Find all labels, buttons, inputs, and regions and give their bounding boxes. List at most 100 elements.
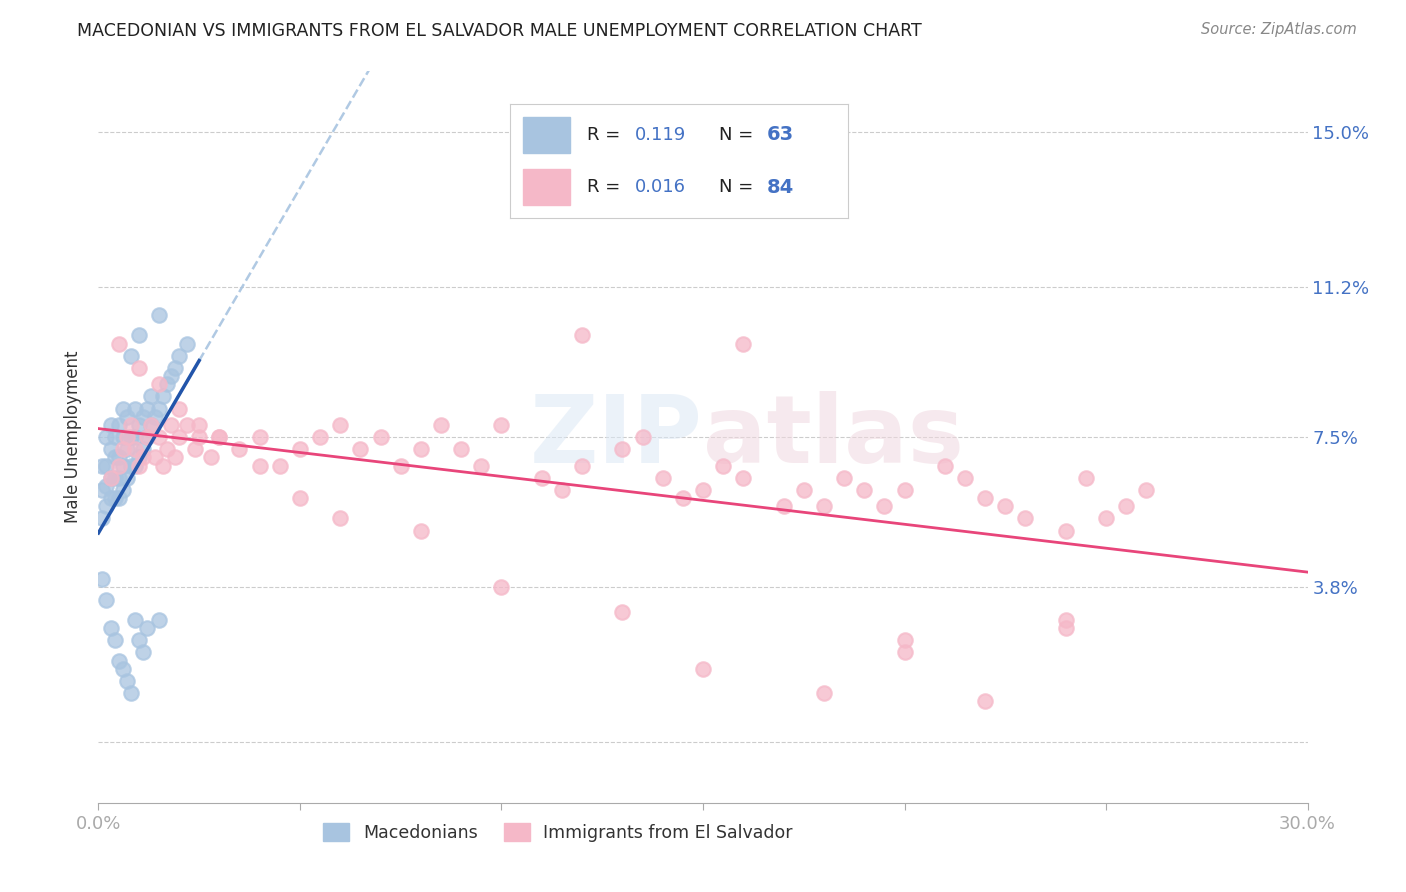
Point (156, 442, 179, 457)
Point (103, 430, 125, 444)
Point (91, 458, 114, 473)
Point (288, 491, 311, 505)
Point (124, 401, 146, 416)
Point (107, 417, 129, 432)
Point (96, 458, 118, 473)
Point (491, 417, 513, 432)
Point (430, 417, 453, 432)
Point (176, 417, 198, 432)
Point (135, 430, 157, 444)
Point (1095, 511, 1118, 525)
Point (571, 458, 593, 473)
Y-axis label: Male Unemployment: Male Unemployment (65, 351, 83, 524)
Point (96, 430, 118, 444)
Point (96, 592, 118, 607)
Point (128, 328, 150, 343)
Point (120, 349, 142, 363)
Point (111, 662, 134, 676)
Point (128, 458, 150, 473)
Point (672, 491, 695, 505)
Point (873, 499, 896, 513)
Point (176, 336, 198, 351)
Point (309, 430, 332, 444)
Point (200, 450, 222, 465)
Point (143, 450, 166, 465)
Text: MACEDONIAN VS IMMIGRANTS FROM EL SALVADOR MALE UNEMPLOYMENT CORRELATION CHART: MACEDONIAN VS IMMIGRANTS FROM EL SALVADO… (77, 22, 922, 40)
Point (124, 613, 146, 627)
Point (163, 450, 186, 465)
Point (139, 389, 162, 403)
Point (107, 450, 129, 465)
Point (100, 621, 122, 635)
Point (329, 511, 352, 525)
Point (163, 361, 186, 376)
Point (692, 662, 714, 676)
Point (1054, 613, 1077, 627)
Point (128, 417, 150, 432)
Point (128, 361, 150, 376)
Point (100, 442, 122, 457)
Point (409, 524, 432, 538)
Point (893, 633, 915, 648)
Point (974, 694, 997, 708)
Point (96, 499, 118, 513)
Point (111, 458, 134, 473)
Point (103, 491, 125, 505)
Point (793, 483, 815, 497)
Point (208, 430, 231, 444)
Point (1014, 511, 1036, 525)
Point (370, 430, 392, 444)
Point (120, 458, 142, 473)
Point (167, 401, 190, 416)
Point (733, 336, 755, 351)
Point (91, 511, 114, 525)
Point (409, 442, 432, 457)
Point (994, 499, 1017, 513)
Point (111, 401, 134, 416)
Point (115, 673, 138, 688)
Point (100, 471, 122, 485)
Point (269, 458, 291, 473)
Point (249, 430, 271, 444)
Point (96, 479, 118, 493)
Point (1135, 483, 1157, 497)
Point (135, 430, 157, 444)
Point (208, 430, 231, 444)
Point (148, 377, 170, 392)
Point (853, 483, 876, 497)
Point (103, 471, 125, 485)
Point (612, 442, 634, 457)
Point (115, 409, 138, 424)
Point (249, 458, 271, 473)
Point (143, 409, 166, 424)
Point (711, 458, 734, 473)
Point (631, 430, 654, 444)
Point (974, 491, 997, 505)
Point (124, 458, 146, 473)
Point (148, 430, 170, 444)
Point (120, 430, 142, 444)
Point (160, 369, 183, 384)
Point (651, 471, 673, 485)
Point (389, 458, 412, 473)
Point (893, 645, 915, 659)
Point (111, 430, 134, 444)
Point (111, 483, 134, 497)
Point (115, 471, 138, 485)
Point (132, 645, 155, 659)
Point (132, 450, 155, 465)
Point (329, 417, 352, 432)
Legend: Macedonians, Immigrants from El Salvador: Macedonians, Immigrants from El Salvador (316, 816, 800, 849)
Point (135, 401, 157, 416)
Point (132, 409, 155, 424)
Point (551, 483, 574, 497)
Point (152, 458, 174, 473)
Point (530, 471, 553, 485)
Point (228, 442, 250, 457)
Point (184, 442, 207, 457)
Point (733, 471, 755, 485)
Point (107, 336, 129, 351)
Point (1115, 499, 1137, 513)
Point (813, 686, 835, 700)
Point (934, 458, 956, 473)
